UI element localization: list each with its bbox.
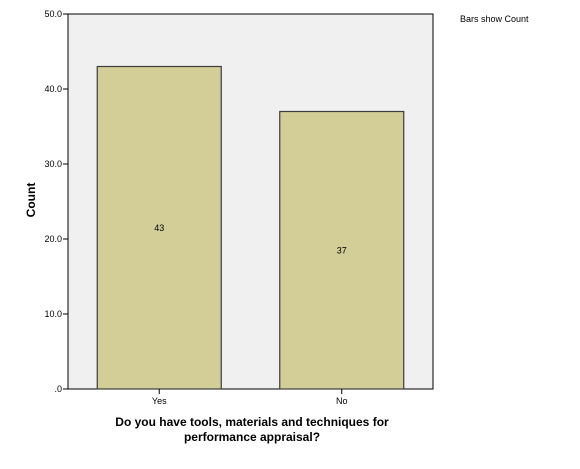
x-axis-title-line-1: Do you have tools, materials and techniq… — [115, 415, 389, 429]
y-tick-label-1: 10.0 — [44, 309, 62, 319]
x-tick-label-no: No — [336, 396, 348, 406]
y-tick-label-5: 50.0 — [44, 9, 62, 19]
y-tick-label-2: 20.0 — [44, 234, 62, 244]
data-label-no: 37 — [337, 245, 347, 255]
x-tick-label-yes: Yes — [152, 396, 167, 406]
bars-layer — [96, 65, 405, 390]
y-axis-title: Count — [24, 183, 38, 218]
bars-show-count-note: Bars show Count — [460, 14, 529, 24]
data-labels-layer: 43 37 — [154, 223, 347, 256]
bar-yes — [96, 65, 222, 390]
y-tick-label-0: .0 — [54, 384, 62, 394]
x-axis-title-line-2: performance appraisal? — [184, 430, 320, 444]
y-tick-label-4: 40.0 — [44, 84, 62, 94]
y-tick-label-3: 30.0 — [44, 159, 62, 169]
bar-no — [279, 110, 405, 390]
data-label-yes: 43 — [154, 223, 164, 233]
axes-layer: Yes No .0 10.0 20.0 30.0 40.0 50.0 — [44, 9, 347, 406]
